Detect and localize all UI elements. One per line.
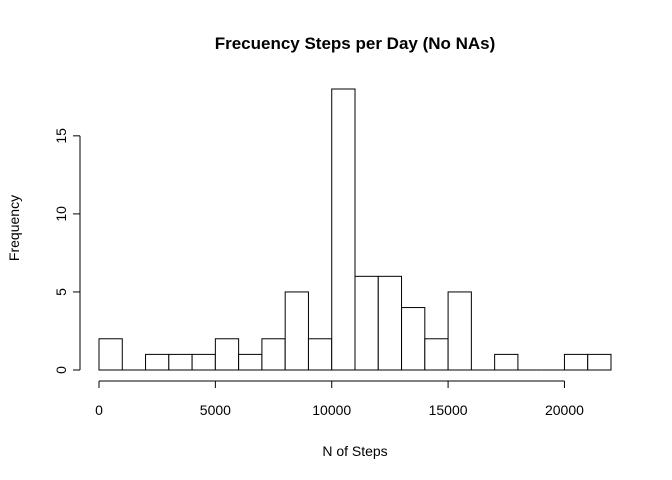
- histogram-bar-0: [98, 338, 123, 371]
- y-tick-label: 15: [53, 128, 69, 144]
- histogram-bar-11: [354, 275, 379, 371]
- histogram-bar-2: [145, 353, 170, 371]
- histogram-bar-17: [494, 353, 519, 371]
- histogram-bar-5: [214, 338, 240, 371]
- x-tick-label: 15000: [429, 402, 468, 418]
- x-tick-label: 5000: [200, 402, 231, 418]
- histogram-bar-15: [447, 291, 472, 371]
- histogram-bar-8: [284, 291, 309, 371]
- y-tick-label: 5: [53, 288, 69, 296]
- y-axis: 0 5 10 15: [53, 128, 81, 374]
- histogram-bar-20: [563, 353, 589, 371]
- y-tick-label: 0: [53, 366, 69, 374]
- x-tick-label: 0: [95, 402, 103, 418]
- x-tick-label: 10000: [312, 402, 351, 418]
- bars-group: [98, 88, 612, 371]
- histogram-bar-10: [331, 88, 356, 371]
- histogram-bar-21: [587, 353, 612, 371]
- histogram-bar-7: [261, 338, 286, 371]
- y-axis-label: Frequency: [6, 195, 22, 261]
- histogram-bar-14: [424, 338, 449, 371]
- histogram-bar-4: [191, 353, 216, 371]
- histogram-bar-9: [307, 338, 333, 371]
- histogram-bar-6: [238, 353, 263, 371]
- x-axis-label: N of Steps: [322, 443, 387, 459]
- y-tick-label: 10: [53, 206, 69, 222]
- x-axis: 0 5000 10000 15000 20000: [95, 380, 584, 418]
- chart-title: Frecuency Steps per Day (No NAs): [215, 34, 496, 53]
- histogram-bar-3: [168, 353, 193, 371]
- histogram-bar-12: [377, 275, 403, 371]
- x-tick-label: 20000: [545, 402, 584, 418]
- histogram-bar-13: [401, 307, 426, 371]
